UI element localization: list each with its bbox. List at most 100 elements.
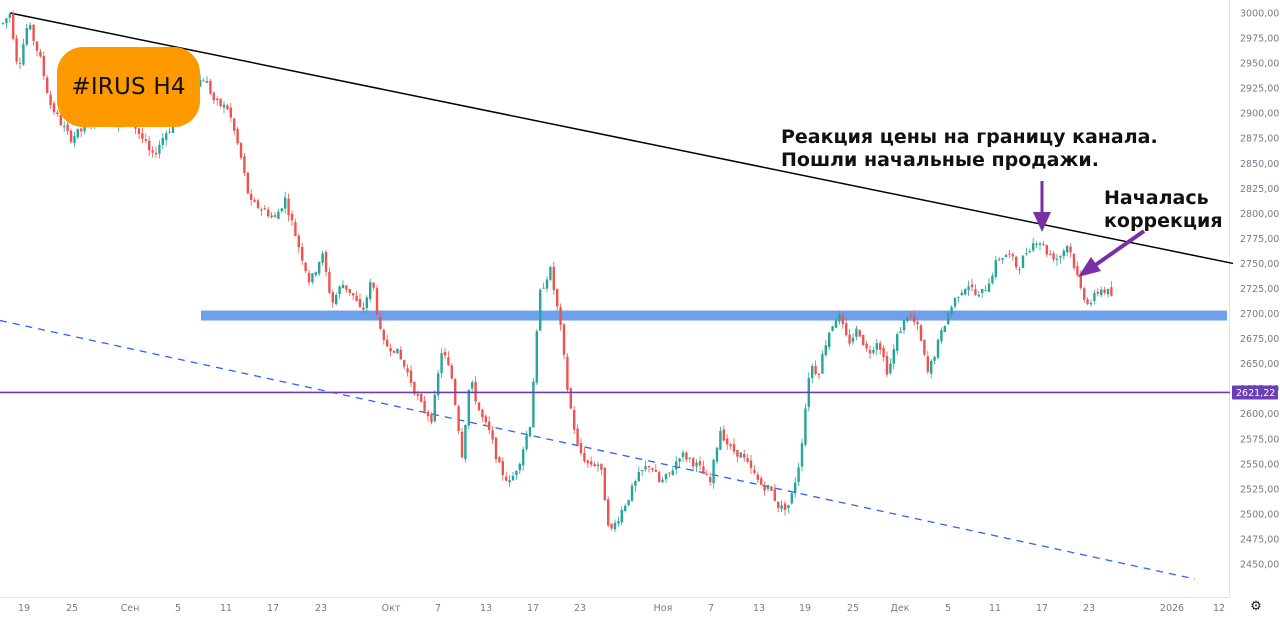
candle-body <box>770 486 773 491</box>
candle-body <box>967 286 970 291</box>
candle-body <box>1018 269 1021 271</box>
candle-body <box>18 62 22 64</box>
support-zone <box>201 310 1227 321</box>
candle-body <box>692 458 695 467</box>
candle-body <box>668 472 671 474</box>
candle-body <box>1001 257 1004 260</box>
candle-body <box>875 343 878 350</box>
candle-body <box>794 482 797 494</box>
candle-body <box>732 444 736 452</box>
x-tick-label: 13 <box>480 603 492 614</box>
candle-body <box>311 273 314 283</box>
candle-body <box>277 211 280 219</box>
candle-body <box>433 394 436 422</box>
down-arrow <box>1033 181 1051 232</box>
candle-body <box>610 523 613 529</box>
candle-body <box>1076 266 1079 276</box>
annotation-correction-line-1: Началась <box>1104 187 1209 209</box>
candle-body <box>617 521 620 524</box>
candle-body <box>1042 243 1045 245</box>
candle-body <box>756 474 759 480</box>
candle-body <box>559 307 562 325</box>
candle-body <box>59 114 62 126</box>
candle-body <box>365 297 368 309</box>
candle-body <box>199 80 202 87</box>
x-tick-label: Ноя <box>654 603 673 614</box>
candle-body <box>545 279 549 289</box>
candle-body <box>998 259 1001 261</box>
candle-body <box>457 406 460 432</box>
candle-body <box>848 334 851 344</box>
candle-body <box>787 505 790 509</box>
candle-body <box>382 329 385 341</box>
candle-body <box>515 470 518 476</box>
candle-body <box>671 470 674 475</box>
candle-body <box>736 450 739 457</box>
y-axis: 3000,00 2975,00 2950,00 2925,00 2900,00 2875,… <box>1240 9 1279 571</box>
candle-body <box>1083 288 1086 300</box>
candle-body <box>260 209 263 211</box>
y-tick-label: 2775,00 <box>1240 234 1279 245</box>
candle-body <box>899 331 902 334</box>
candle-body <box>151 150 154 153</box>
candle-body <box>950 307 953 314</box>
candle-body <box>1069 246 1072 253</box>
candle-body <box>161 137 164 145</box>
candle-body <box>590 461 593 465</box>
y-tick-label: 2825,00 <box>1240 184 1279 195</box>
candle-body <box>73 136 76 143</box>
candle-body <box>763 485 766 491</box>
candle-body <box>933 357 936 361</box>
x-tick-label: 23 <box>1083 603 1095 614</box>
channel-top-trendline <box>9 12 1234 265</box>
candle-body <box>1035 243 1038 245</box>
candle-body <box>63 126 66 128</box>
y-tick-label: 2975,00 <box>1240 34 1279 45</box>
candle-body <box>780 505 783 509</box>
candle-body <box>39 51 42 57</box>
candle-body <box>239 143 243 158</box>
candle-body <box>766 485 770 489</box>
candle-body <box>144 139 147 141</box>
candle-body <box>66 124 69 131</box>
candle-body <box>280 208 283 212</box>
candle-body <box>324 252 328 272</box>
candle-body <box>906 317 909 321</box>
candle-body <box>229 107 232 118</box>
candle-body <box>600 463 603 470</box>
diagonal-arrow <box>1078 229 1146 277</box>
candle-body <box>811 366 814 379</box>
candle-body <box>399 349 402 360</box>
candle-body <box>705 473 708 476</box>
candle-body <box>539 289 542 331</box>
candle-body <box>800 443 804 467</box>
y-tick-label: 2575,00 <box>1240 434 1279 445</box>
candle-body <box>549 266 552 280</box>
candle-body <box>712 459 715 484</box>
candle-body <box>318 261 321 274</box>
candle-body <box>488 421 491 430</box>
candle-body <box>709 477 712 483</box>
candle-body <box>440 353 443 374</box>
candle-body <box>783 503 787 510</box>
candle-body <box>607 499 610 526</box>
candle-body <box>168 131 171 133</box>
candle-body <box>556 288 559 307</box>
candle-body <box>1103 289 1106 293</box>
candle-body <box>926 356 929 372</box>
candle-body <box>522 449 525 466</box>
x-tick-label: 5 <box>175 603 181 614</box>
candle-body <box>987 283 991 292</box>
candle-body <box>270 215 273 218</box>
gear-icon[interactable]: ⚙ <box>1250 599 1262 614</box>
candle-body <box>865 343 868 349</box>
candle-body <box>481 409 484 418</box>
candle-body <box>688 457 691 459</box>
candle-body <box>1 22 5 24</box>
candle-body <box>396 348 399 354</box>
candle-body <box>576 428 579 445</box>
candle-body <box>535 331 538 383</box>
candle-body <box>165 133 168 140</box>
